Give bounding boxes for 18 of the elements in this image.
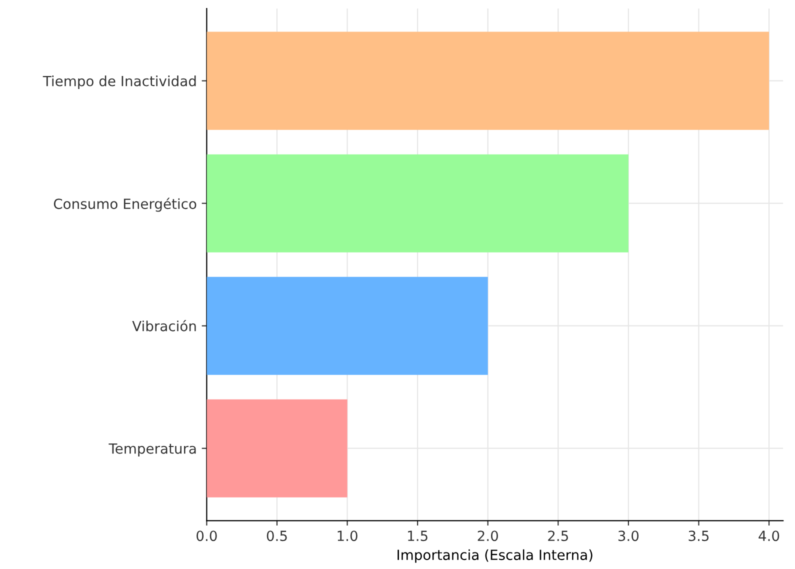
x-tick-label: 1.0 xyxy=(338,530,358,542)
y-tick-label: Temperatura xyxy=(108,444,196,457)
y-tick-label: Vibración xyxy=(132,320,196,332)
x-tick-label: 2.5 xyxy=(548,530,568,542)
bar xyxy=(206,154,628,252)
x-tick-label: 2.0 xyxy=(478,530,498,542)
bar xyxy=(206,276,488,375)
x-tick-label: 3.0 xyxy=(618,530,639,542)
x-tick-label: 0.0 xyxy=(196,530,217,542)
x-tick-label: 1.5 xyxy=(408,530,428,542)
x-axis-title: Importancia (Escala Interna) xyxy=(398,549,592,563)
x-tick-label: 3.5 xyxy=(688,530,709,542)
x-tick-label: 4.0 xyxy=(758,530,780,542)
x-tick-label: 0.5 xyxy=(266,530,287,542)
bar xyxy=(206,399,348,498)
y-tick-label: Consumo Energético xyxy=(54,198,196,212)
bar xyxy=(206,32,770,130)
y-tick-label: Tiempo de Inactividad xyxy=(42,76,196,89)
